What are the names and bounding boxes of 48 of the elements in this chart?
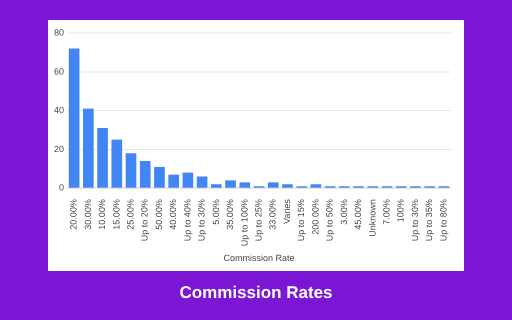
x-tick-label: 50.00% [154,199,164,230]
x-axis-title: Commission Rate [223,253,295,264]
x-tick-label: 20.00% [68,199,79,230]
x-tick-label: 100% [396,199,406,222]
bar [196,176,208,188]
x-tick-label: 5.00% [210,199,221,225]
x-tick-label: Up to 15% [296,199,306,242]
x-tick-label: 30.00% [82,199,93,230]
x-tick-label: Up to 25% [253,199,264,242]
x-tick-label: Up to 30% [410,199,420,242]
x-tick-label: Up to 35% [424,199,434,242]
x-tick-label: 35.00% [225,199,236,230]
y-tick-label: 80 [54,27,64,38]
y-tick-label: 0 [58,182,64,193]
y-tick-label: 40 [54,105,64,116]
bar [126,153,136,188]
x-tick-label: 3.00% [338,199,349,225]
x-tick-label: 45.00% [353,199,364,230]
bar [282,184,293,188]
x-tick-label: Up to 100% [239,199,250,246]
x-tick-label: 33.00% [268,199,278,230]
x-tick-label: 7.00% [381,199,392,225]
x-tick-label: 200.00% [310,199,320,235]
bar [154,166,165,188]
x-tick-label: Up to 40% [182,199,192,242]
bar [168,174,180,188]
x-tick-label: Up to 20% [140,199,150,242]
x-tick-label: Up to 50% [324,199,335,242]
x-tick-label: 25.00% [125,199,136,230]
text: Commission Rates [178,283,334,303]
bar [111,140,122,188]
x-tick-label: 10.00% [97,199,108,230]
bar [97,128,108,188]
x-tick-label: Up to 80% [438,199,448,242]
bar [268,182,279,188]
bar [68,48,80,188]
bar [225,180,236,188]
x-tick-label: Varies [282,198,292,224]
bar [83,108,94,188]
x-tick-label: Up to 30% [196,199,207,242]
bar [140,161,151,188]
x-tick-label: Unknown [367,199,378,237]
bar [239,182,250,188]
bar [182,172,194,188]
y-tick-label: 60 [54,66,64,76]
y-tick-label: 20 [54,144,64,154]
x-tick-label: 40.00% [168,199,178,230]
x-tick-label: 15.00% [111,199,122,230]
